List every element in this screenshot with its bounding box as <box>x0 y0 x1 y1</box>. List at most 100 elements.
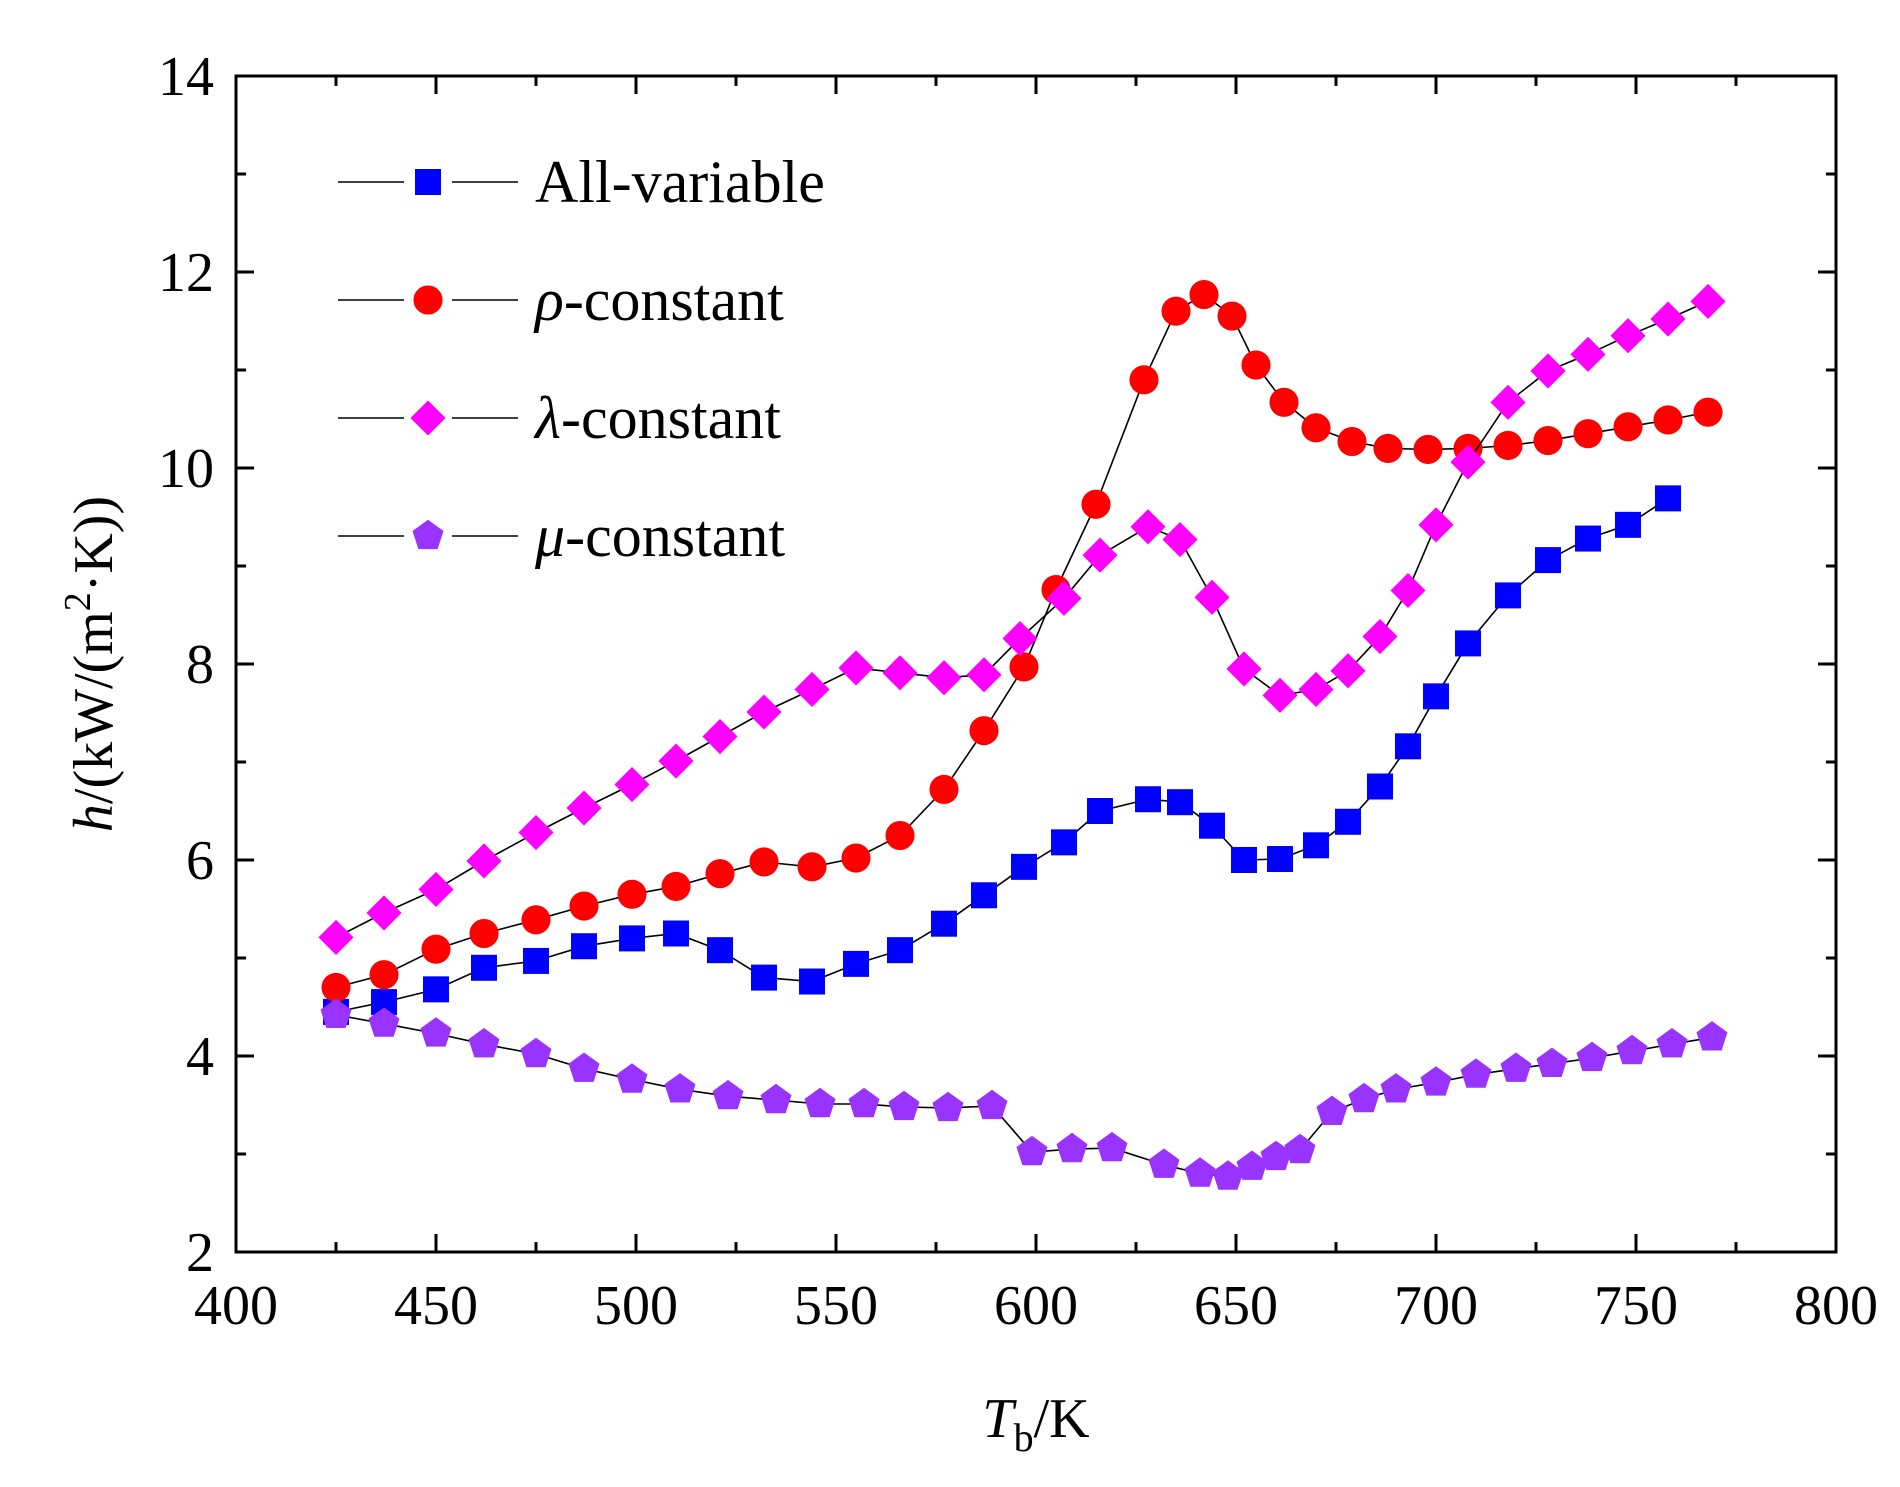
data-point <box>1016 1135 1048 1166</box>
data-point <box>976 1089 1008 1120</box>
data-point <box>617 879 647 909</box>
y-axis-title: h/(kW/(m2·K)) <box>57 496 125 832</box>
data-point <box>471 954 497 981</box>
data-point <box>1212 1160 1244 1190</box>
data-point <box>518 815 554 851</box>
data-point <box>1260 1140 1292 1171</box>
data-point <box>1493 430 1523 461</box>
data-point <box>1335 808 1361 835</box>
data-point <box>1500 1052 1532 1082</box>
data-point <box>746 694 782 730</box>
data-point <box>663 920 689 947</box>
legend: All-variable ρ-constant λ-constant μ-consta… <box>338 149 825 569</box>
y-tick-label: 10 <box>158 438 214 500</box>
data-point <box>1284 1133 1316 1164</box>
data-point <box>466 843 502 879</box>
series-3 <box>318 283 1726 955</box>
data-point <box>882 655 918 691</box>
legend-marker <box>410 400 446 436</box>
data-point <box>1373 433 1403 463</box>
data-point <box>760 1083 792 1114</box>
data-point <box>1262 677 1298 713</box>
data-point <box>1082 537 1118 573</box>
data-point <box>794 671 830 708</box>
data-point <box>1330 653 1366 689</box>
x-tick-label: 700 <box>1394 1275 1478 1337</box>
data-point <box>848 1087 880 1118</box>
data-point <box>885 820 915 851</box>
data-point <box>619 925 645 952</box>
data-point <box>1570 336 1606 372</box>
y-tick-label: 12 <box>158 242 214 304</box>
legend-label: ρ-constant <box>533 267 784 333</box>
data-point <box>1362 619 1398 655</box>
data-point <box>1367 773 1393 800</box>
data-point <box>1217 301 1247 331</box>
data-point <box>1337 426 1367 457</box>
data-point <box>320 998 352 1028</box>
data-point <box>1413 434 1443 464</box>
data-point <box>1395 733 1421 760</box>
data-point <box>1189 279 1219 310</box>
x-tick-label: 400 <box>194 1275 278 1337</box>
data-point <box>705 859 735 889</box>
legend-entry: ρ-constant <box>338 267 784 333</box>
data-point <box>1348 1082 1380 1113</box>
data-point <box>1194 579 1230 615</box>
data-point <box>1135 786 1161 813</box>
data-point <box>971 882 997 909</box>
legend-marker <box>412 519 444 550</box>
data-point <box>888 1090 920 1121</box>
data-point <box>1316 1095 1348 1125</box>
data-point <box>749 847 779 877</box>
data-point <box>1535 547 1561 574</box>
series-2 <box>321 279 1723 1002</box>
data-point <box>804 1087 836 1118</box>
data-point <box>1231 847 1257 873</box>
legend-label: λ-constant <box>533 385 781 451</box>
data-point <box>1616 1034 1648 1065</box>
data-point <box>1056 1132 1088 1163</box>
data-point <box>468 1028 500 1058</box>
data-point <box>1653 405 1683 435</box>
data-point <box>1650 301 1686 337</box>
data-point <box>1576 1041 1608 1072</box>
data-point <box>421 934 451 964</box>
data-point <box>1298 671 1334 708</box>
data-point <box>1046 580 1082 616</box>
data-point <box>521 905 551 935</box>
data-point <box>1420 1066 1452 1096</box>
data-point <box>566 790 602 826</box>
data-point <box>707 937 733 964</box>
data-point <box>702 718 738 755</box>
data-point <box>1009 652 1039 682</box>
data-point <box>366 895 402 931</box>
data-point <box>1656 1028 1688 1058</box>
series-1 <box>323 485 1681 1025</box>
data-point <box>1303 832 1329 859</box>
x-tick-label: 500 <box>594 1275 678 1337</box>
data-point <box>1051 829 1077 856</box>
y-tick-label: 8 <box>186 634 214 696</box>
legend-label: μ-constant <box>534 503 785 569</box>
data-point <box>1199 812 1225 839</box>
x-tick-label: 750 <box>1594 1275 1678 1337</box>
legend-entry: λ-constant <box>338 385 781 451</box>
data-point <box>926 660 962 696</box>
data-point <box>841 843 871 873</box>
data-point <box>799 968 825 995</box>
data-point <box>712 1079 744 1110</box>
data-point <box>1455 630 1481 657</box>
data-point <box>1130 509 1166 545</box>
data-point <box>1690 283 1726 319</box>
legend-marker <box>413 285 443 315</box>
data-point <box>1267 846 1293 873</box>
data-point <box>1490 384 1526 420</box>
data-point <box>751 964 777 991</box>
data-point <box>1696 1021 1728 1051</box>
data-point <box>1236 1150 1268 1180</box>
series-layer <box>318 279 1728 1190</box>
data-point <box>1418 507 1454 543</box>
data-point <box>321 972 351 1002</box>
y-tick-label: 4 <box>186 1026 214 1088</box>
